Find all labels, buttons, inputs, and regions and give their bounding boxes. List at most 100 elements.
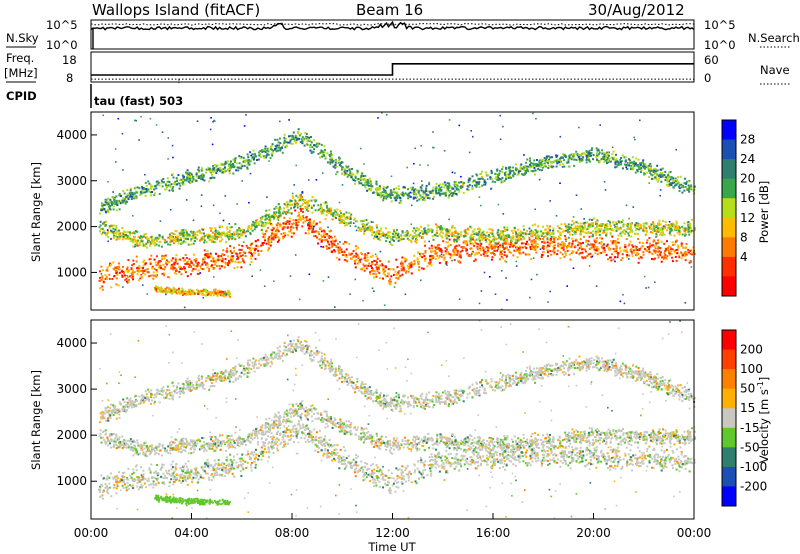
data-cell xyxy=(652,240,655,243)
data-cell xyxy=(630,229,632,232)
data-cell xyxy=(538,236,540,239)
data-cell xyxy=(182,259,185,262)
data-cell xyxy=(261,221,264,224)
data-cell xyxy=(310,136,312,138)
data-cell xyxy=(218,226,221,229)
data-cell xyxy=(263,156,266,159)
data-cell xyxy=(574,245,577,248)
data-cell xyxy=(612,247,615,250)
data-cell xyxy=(381,262,384,265)
data-cell xyxy=(416,234,419,237)
data-cell xyxy=(343,258,346,261)
data-cell xyxy=(406,237,409,240)
data-cell xyxy=(516,240,519,243)
data-cell xyxy=(674,180,677,182)
data-cell xyxy=(352,173,355,176)
data-cell xyxy=(149,261,152,264)
data-cell xyxy=(276,240,279,243)
data-cell xyxy=(648,245,651,248)
data-cell xyxy=(331,236,333,239)
data-cell xyxy=(373,231,376,234)
data-cell xyxy=(559,233,562,236)
data-cell xyxy=(362,267,365,269)
data-cell xyxy=(254,226,257,229)
data-cell xyxy=(148,182,151,185)
data-cell xyxy=(366,256,369,259)
data-cell xyxy=(325,214,328,217)
data-cell xyxy=(369,271,371,274)
data-cell xyxy=(561,253,564,256)
data-cell xyxy=(476,228,479,230)
data-cell xyxy=(403,234,406,237)
data-cell xyxy=(349,174,352,177)
data-cell xyxy=(690,188,693,191)
data-cell xyxy=(671,241,674,244)
data-cell xyxy=(408,195,411,197)
data-cell xyxy=(219,225,221,228)
data-cell xyxy=(531,232,534,235)
nave-trace xyxy=(91,78,694,84)
data-cell xyxy=(213,260,216,263)
data-cell xyxy=(304,220,307,223)
data-cell xyxy=(526,240,528,243)
data-cell xyxy=(645,233,648,236)
data-cell xyxy=(382,186,385,189)
data-cell xyxy=(431,192,434,195)
data-cell xyxy=(570,252,573,254)
data-cell xyxy=(435,186,438,189)
data-cell xyxy=(553,236,555,239)
data-cell xyxy=(404,271,407,274)
data-cell xyxy=(187,263,190,265)
data-cell xyxy=(246,159,249,162)
data-cell xyxy=(614,161,617,164)
data-cell xyxy=(331,239,334,242)
data-cell xyxy=(516,173,519,176)
data-cell xyxy=(435,251,438,254)
data-cell xyxy=(228,260,230,263)
data-cell xyxy=(172,176,175,179)
data-cell xyxy=(688,226,691,229)
data-cell xyxy=(152,271,155,274)
data-cell xyxy=(350,258,353,261)
data-cell xyxy=(501,176,504,179)
data-cell xyxy=(414,260,416,263)
data-cell xyxy=(107,197,109,200)
data-cell xyxy=(176,262,179,265)
data-cell xyxy=(310,226,313,229)
data-cell xyxy=(388,280,391,283)
data-cell xyxy=(447,244,450,247)
data-cell xyxy=(338,157,341,160)
data-cell xyxy=(183,237,186,240)
data-cell xyxy=(322,239,325,241)
data-cell xyxy=(224,234,227,237)
data-cell xyxy=(440,250,443,253)
data-cell xyxy=(458,244,461,247)
data-cell xyxy=(595,237,598,240)
data-cell xyxy=(561,163,564,166)
data-cell xyxy=(465,240,468,243)
data-cell xyxy=(459,261,462,264)
data-cell xyxy=(105,232,108,235)
data-cell xyxy=(531,170,534,173)
data-cell xyxy=(410,265,413,268)
data-cell xyxy=(152,277,155,280)
data-cell xyxy=(322,151,325,154)
data-cell xyxy=(577,244,579,247)
data-cell xyxy=(233,250,235,253)
data-cell xyxy=(306,218,309,221)
data-cell xyxy=(642,159,645,162)
data-cell xyxy=(431,235,434,238)
data-cell xyxy=(467,254,470,257)
data-cell xyxy=(391,236,394,239)
data-cell xyxy=(228,262,231,264)
data-cell xyxy=(423,255,426,258)
data-cell xyxy=(523,236,526,239)
data-cell xyxy=(510,229,513,232)
data-cell xyxy=(625,230,628,233)
data-cell xyxy=(501,168,504,171)
data-cell xyxy=(233,267,236,270)
data-cell xyxy=(616,225,619,228)
data-cell xyxy=(238,155,241,158)
data-cell xyxy=(352,250,355,252)
